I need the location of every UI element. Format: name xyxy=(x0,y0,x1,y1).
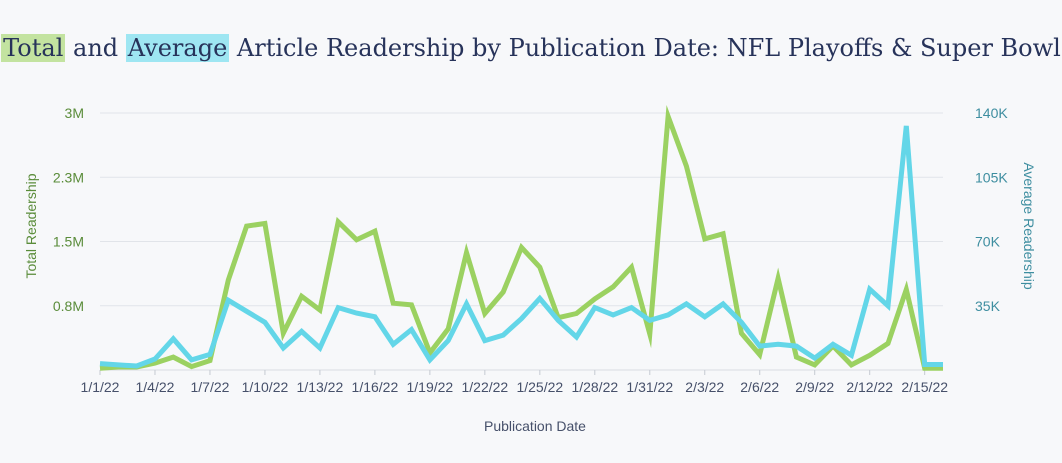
x-tick-label: 1/1/22 xyxy=(81,379,120,395)
x-tick-label: 1/28/22 xyxy=(571,379,618,395)
y-axis-label-right: Average Readership xyxy=(1021,162,1037,290)
right-axis-ticks: 35K 70K 105K 140K xyxy=(975,105,1008,314)
x-tick-label: 1/31/22 xyxy=(626,379,673,395)
y-left-tick-label: 3M xyxy=(65,105,84,121)
y-left-tick-label: 2.3M xyxy=(53,169,84,185)
x-tick-label: 2/6/22 xyxy=(740,379,779,395)
chart-title: Total and Average Article Readership by … xyxy=(0,34,1062,62)
y-right-tick-label: 70K xyxy=(975,234,1001,250)
y-right-tick-label: 140K xyxy=(975,105,1008,121)
y-axis-label-left: Total Readership xyxy=(23,173,39,278)
x-tick-label: 2/9/22 xyxy=(795,379,834,395)
x-tick-label: 2/3/22 xyxy=(685,379,724,395)
gridlines xyxy=(100,112,943,371)
average-readership-line xyxy=(99,125,943,369)
x-tick-label: 1/4/22 xyxy=(136,379,175,395)
x-tick-label: 1/22/22 xyxy=(461,379,508,395)
series-lines xyxy=(99,104,943,371)
y-left-tick-label: 1.5M xyxy=(53,234,84,250)
x-tick-label: 1/25/22 xyxy=(516,379,563,395)
title-rest: Article Readership by Publication Date: … xyxy=(236,34,1061,62)
x-tick-label: 2/12/22 xyxy=(846,379,893,395)
title-and: and xyxy=(73,34,119,62)
x-axis-label: Publication Date xyxy=(484,418,586,434)
title-total-highlight: Total xyxy=(1,34,66,62)
x-tick-label: 1/7/22 xyxy=(190,379,229,395)
x-tick-label: 1/13/22 xyxy=(297,379,344,395)
total-readership-line xyxy=(99,104,943,371)
x-tick-label: 1/19/22 xyxy=(407,379,454,395)
y-right-tick-label: 35K xyxy=(975,298,1001,314)
title-average-highlight: Average xyxy=(125,34,230,62)
left-axis-ticks: 0.8M 1.5M 2.3M 3M xyxy=(53,105,84,314)
x-axis-ticks: 1/1/22 1/4/22 1/7/22 1/10/22 1/13/22 1/16/22 1… xyxy=(81,370,948,395)
y-right-tick-label: 105K xyxy=(975,169,1008,185)
x-tick-label: 1/16/22 xyxy=(352,379,399,395)
x-tick-label: 2/15/22 xyxy=(901,379,948,395)
y-left-tick-label: 0.8M xyxy=(53,298,84,314)
x-tick-label: 1/10/22 xyxy=(242,379,289,395)
